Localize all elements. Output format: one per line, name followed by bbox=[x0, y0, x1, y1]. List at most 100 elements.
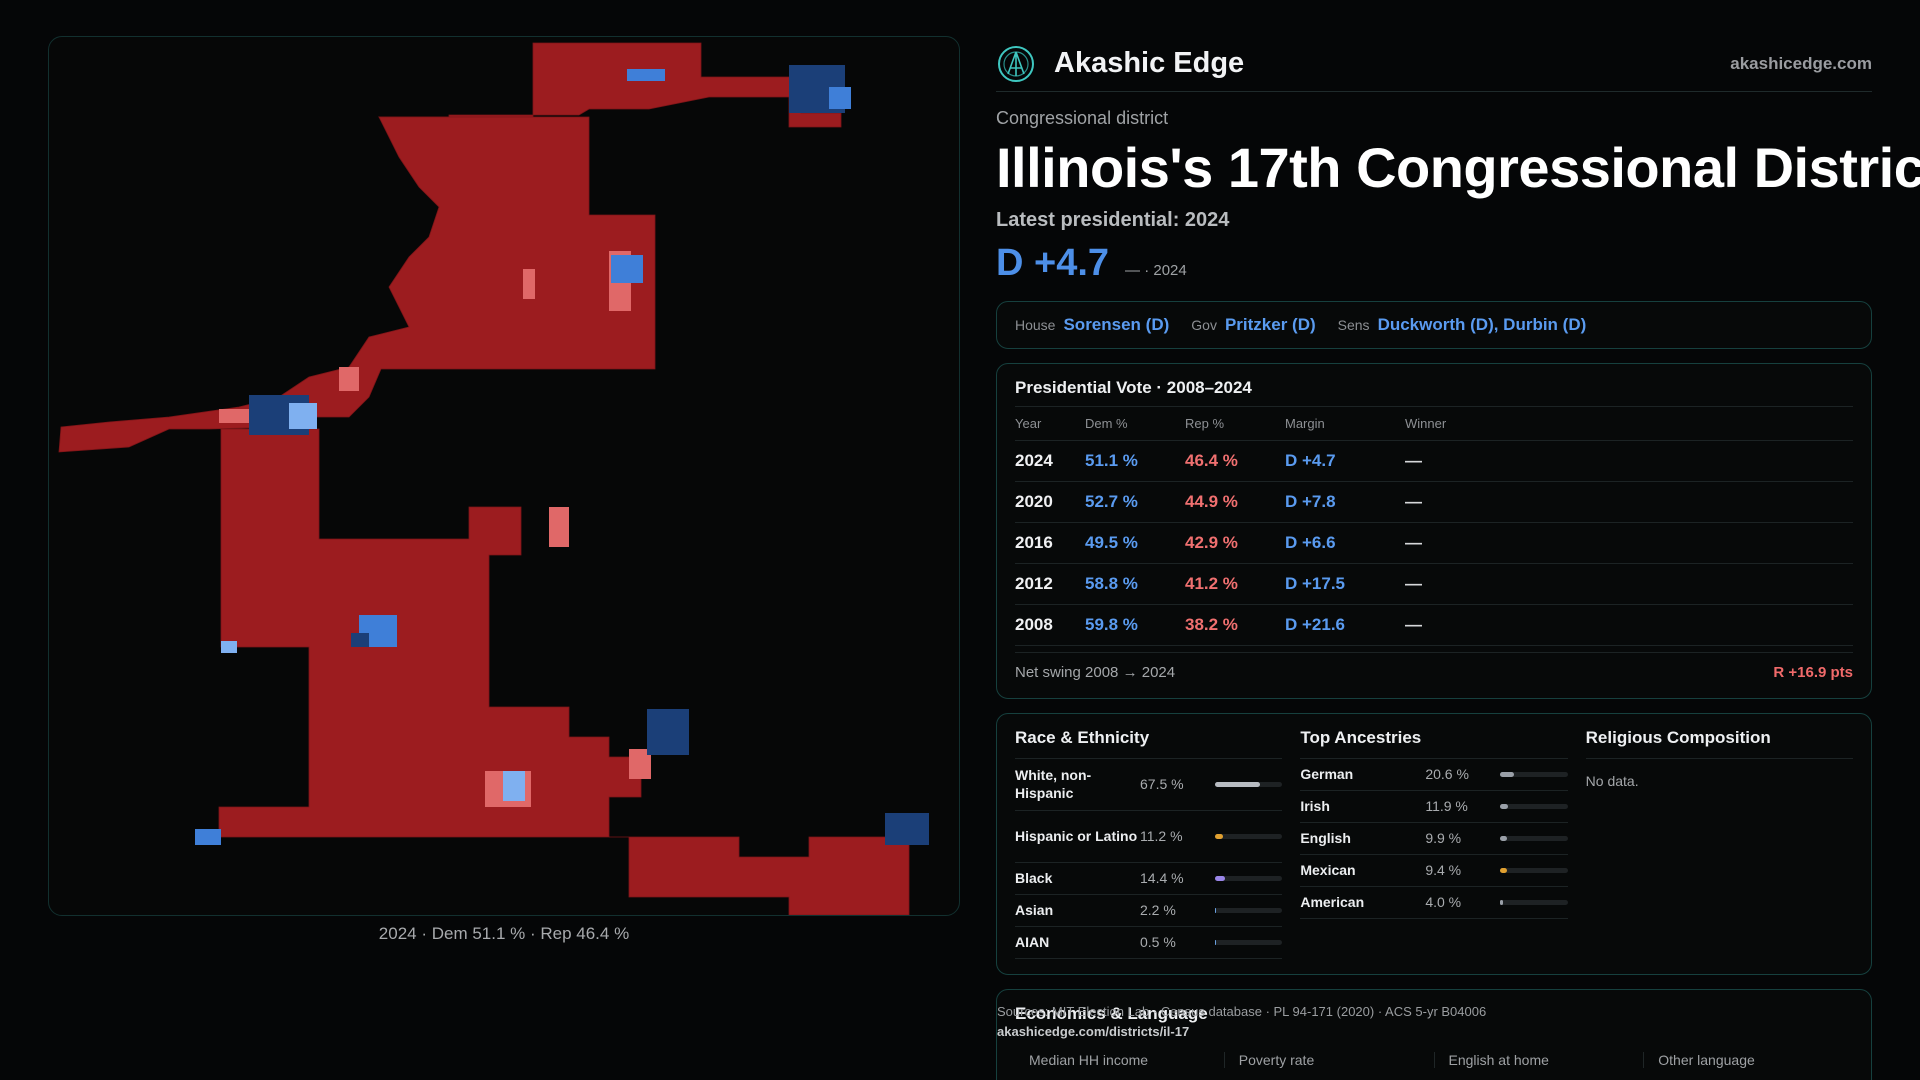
stat-other-language: Other language bbox=[1643, 1051, 1853, 1068]
bar-row: German 20.6 % bbox=[1300, 759, 1568, 791]
bar-value: 2.2 % bbox=[1140, 902, 1176, 919]
bar-name: AIAN bbox=[1015, 934, 1050, 950]
rep-value-sens[interactable]: Duckworth (D), Durbin (D) bbox=[1377, 314, 1587, 334]
net-swing-label: Net swing 2008 → 2024 bbox=[1015, 663, 1176, 681]
race-ethnicity-section: Race & Ethnicity White, non-Hispanic 67.5… bbox=[1015, 728, 1283, 960]
bar-row: Hispanic or Latino 11.2 % bbox=[1015, 811, 1283, 863]
bar-name: Hispanic or Latino bbox=[1015, 828, 1138, 844]
race-list: White, non-Hispanic 67.5 % Hispanic or Lat… bbox=[1015, 759, 1283, 959]
brand-header: Akashic Edge akashicedge.com bbox=[996, 36, 1872, 92]
bar-track bbox=[1215, 939, 1283, 945]
bar-row: English 9.9 % bbox=[1300, 823, 1568, 855]
bar-value: 9.9 % bbox=[1425, 830, 1462, 847]
rep-value-house[interactable]: Sorensen (D) bbox=[1063, 314, 1170, 334]
religion-title: Religious Composition bbox=[1585, 728, 1853, 759]
stat-english-home: English at home bbox=[1433, 1051, 1644, 1068]
row-year: 2008 bbox=[1015, 614, 1053, 634]
ancestries-title: Top Ancestries bbox=[1300, 728, 1568, 759]
brand-name[interactable]: Akashic Edge bbox=[1054, 47, 1245, 79]
bar-name: Asian bbox=[1015, 902, 1054, 918]
row-rep: 41.2 % bbox=[1185, 573, 1238, 593]
header-dem: Dem % bbox=[1085, 415, 1128, 431]
bar-track bbox=[1215, 833, 1283, 839]
bar-row: Irish 11.9 % bbox=[1300, 791, 1568, 823]
row-winner: — bbox=[1405, 614, 1422, 634]
race-ethnicity-title: Race & Ethnicity bbox=[1015, 728, 1283, 759]
header-rep: Rep % bbox=[1185, 415, 1225, 431]
religion-section: Religious Composition No data. bbox=[1585, 728, 1853, 960]
bar-row: White, non-Hispanic 67.5 % bbox=[1015, 759, 1283, 811]
margin-value: D +4.7 bbox=[996, 241, 1110, 284]
sources-text: Sources: MIT Election Lab · Census datab… bbox=[997, 1003, 1487, 1019]
bar-value: 67.5 % bbox=[1140, 776, 1184, 793]
bar-value: 14.4 % bbox=[1140, 870, 1184, 887]
presidential-vote-card: Presidential Vote · 2008–2024 Year Dem %… bbox=[996, 362, 1872, 699]
bar-track bbox=[1500, 771, 1568, 777]
table-row: 2024 51.1 % 46.4 % D +4.7 — bbox=[1015, 441, 1853, 482]
bar-track bbox=[1215, 781, 1283, 787]
ancestries-section: Top Ancestries German 20.6 % Irish 11.9 % En… bbox=[1300, 728, 1568, 960]
row-rep: 38.2 % bbox=[1185, 614, 1238, 634]
ancestries-list: German 20.6 % Irish 11.9 % English 9.9 % Mexic… bbox=[1300, 759, 1568, 919]
row-margin: D +17.5 bbox=[1285, 573, 1346, 593]
brand-url[interactable]: akashicedge.com bbox=[1730, 53, 1872, 73]
akashic-logo-icon[interactable] bbox=[996, 44, 1036, 84]
economics-title: Economics & Language bbox=[1015, 1003, 1208, 1023]
rep-value-gov[interactable]: Pritzker (D) bbox=[1224, 314, 1316, 334]
bar-name: Mexican bbox=[1300, 862, 1356, 878]
bar-row: Black 14.4 % bbox=[1015, 863, 1283, 895]
bar-track bbox=[1500, 899, 1568, 905]
row-year: 2012 bbox=[1015, 573, 1053, 593]
district-info-panel: Akashic Edge akashicedge.com Congression… bbox=[996, 36, 1920, 1080]
district-map[interactable] bbox=[49, 37, 960, 916]
row-year: 2016 bbox=[1015, 532, 1053, 552]
religion-no-data: No data. bbox=[1585, 772, 1639, 789]
bar-row: Asian 2.2 % bbox=[1015, 895, 1283, 927]
bar-value: 9.4 % bbox=[1425, 862, 1462, 879]
map-caption: 2024 · Dem 51.1 % · Rep 46.4 % bbox=[378, 924, 630, 943]
sources-url[interactable]: akashicedge.com/districts/il-17 bbox=[997, 1024, 1190, 1040]
economics-stats: Median HH income Poverty rate English at… bbox=[1015, 1051, 1853, 1068]
row-rep: 46.4 % bbox=[1185, 450, 1238, 470]
table-row: 2016 49.5 % 42.9 % D +6.6 — bbox=[1015, 523, 1853, 564]
map-region-rep bbox=[58, 42, 910, 915]
bar-name: White, non-Hispanic bbox=[1015, 766, 1092, 802]
row-dem: 51.1 % bbox=[1085, 450, 1138, 470]
margin-row: D +4.7 — · 2024 bbox=[996, 242, 1872, 285]
table-header: Year Dem % Rep % Margin Winner bbox=[1015, 407, 1853, 441]
net-swing-value: R +16.9 pts bbox=[1773, 663, 1853, 681]
stat-poverty-rate: Poverty rate bbox=[1223, 1051, 1434, 1068]
bar-track bbox=[1215, 907, 1283, 913]
representatives-card: House Sorensen (D) Gov Pritzker (D) Sens… bbox=[996, 300, 1872, 349]
sources-note: Sources: MIT Election Lab · Census datab… bbox=[997, 1002, 1486, 1044]
row-year: 2020 bbox=[1015, 491, 1053, 511]
bar-row: Mexican 9.4 % bbox=[1300, 855, 1568, 887]
bar-name: English bbox=[1300, 830, 1351, 846]
rep-label-sens: Sens bbox=[1337, 316, 1370, 333]
row-winner: — bbox=[1405, 573, 1422, 593]
row-rep: 44.9 % bbox=[1185, 491, 1238, 511]
bar-fill bbox=[1500, 899, 1504, 905]
bar-value: 4.0 % bbox=[1425, 894, 1462, 911]
district-map-panel[interactable] bbox=[48, 36, 960, 916]
bar-track bbox=[1500, 835, 1568, 841]
row-margin: D +6.6 bbox=[1285, 532, 1336, 552]
bar-fill bbox=[1215, 875, 1225, 881]
table-row: 2008 59.8 % 38.2 % D +21.6 — bbox=[1015, 605, 1853, 646]
row-margin: D +4.7 bbox=[1285, 450, 1336, 470]
bar-name: German bbox=[1300, 766, 1354, 782]
page-title: Illinois's 17th Congressional District bbox=[996, 136, 1920, 199]
bar-fill bbox=[1215, 781, 1261, 787]
bar-value: 11.2 % bbox=[1140, 828, 1183, 845]
rep-label-house: House bbox=[1015, 316, 1056, 333]
economics-card: Economics & Language Median HH income Po… bbox=[996, 988, 1872, 1080]
map-region-dem bbox=[195, 65, 929, 845]
bar-fill bbox=[1215, 907, 1217, 913]
header-winner: Winner bbox=[1405, 415, 1447, 431]
bar-fill bbox=[1500, 835, 1507, 841]
row-rep: 42.9 % bbox=[1185, 532, 1238, 552]
net-swing-row: Net swing 2008 → 2024 R +16.9 pts bbox=[1015, 651, 1853, 692]
bar-fill bbox=[1500, 867, 1507, 873]
row-margin: D +21.6 bbox=[1285, 614, 1346, 634]
bar-value: 20.6 % bbox=[1425, 766, 1469, 783]
